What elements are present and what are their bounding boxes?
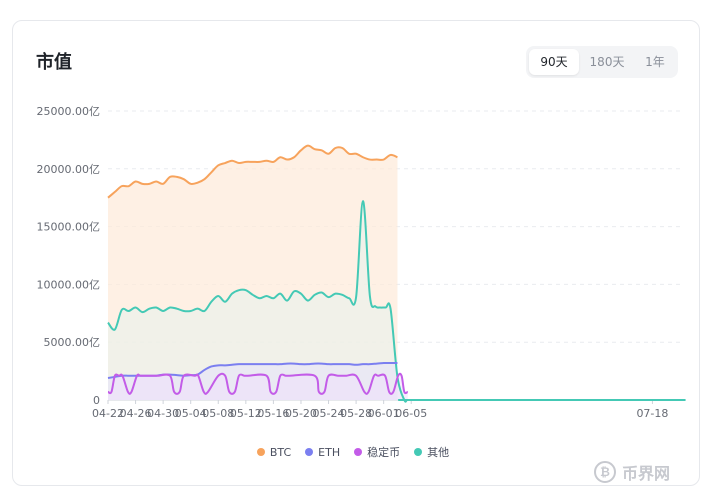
x-tick-label: 06-05 <box>395 407 427 420</box>
x-tick-label: 04-30 <box>147 407 179 420</box>
x-tick-label: 05-12 <box>230 407 262 420</box>
x-tick-label: 07-18 <box>636 407 668 420</box>
series-line-stablecoin <box>107 372 409 395</box>
x-tick-label: 05-24 <box>313 407 345 420</box>
chart-legend: BTC ETH 稳定币 其他 <box>0 444 706 460</box>
y-tick-label: 0 <box>93 394 100 407</box>
range-switcher: 90天 180天 1年 <box>526 46 678 78</box>
y-tick-label: 20000.00亿 <box>37 163 101 176</box>
legend-dot-eth <box>305 448 314 456</box>
range-180d-button[interactable]: 180天 <box>589 55 625 69</box>
x-tick-label: 05-08 <box>202 407 234 420</box>
legend-dot-btc <box>256 448 265 456</box>
legend-dot-stablecoin <box>354 448 363 456</box>
legend-dot-other <box>414 448 423 456</box>
legend-label-btc: BTC <box>269 445 292 459</box>
series-line-btc <box>107 144 398 199</box>
legend-item-btc[interactable]: BTC <box>256 444 292 460</box>
y-tick-label: 15000.00亿 <box>37 221 101 234</box>
legend-label-stablecoin: 稳定币 <box>367 446 401 459</box>
range-90d-button[interactable]: 90天 <box>529 49 579 75</box>
y-tick-label: 10000.00亿 <box>37 278 101 291</box>
x-tick-label: 05-28 <box>340 407 372 420</box>
x-tick-label: 05-16 <box>257 407 289 420</box>
x-tick-label: 05-20 <box>285 407 317 420</box>
legend-label-eth: ETH <box>318 445 341 459</box>
x-tick-label: 06-01 <box>368 407 400 420</box>
legend-label-other: 其他 <box>427 446 450 459</box>
range-1y-button[interactable]: 1年 <box>645 55 665 69</box>
y-tick-label: 25000.00亿 <box>37 105 101 118</box>
area-other <box>108 201 685 402</box>
watermark-logo: ₿ 币界网 <box>594 460 670 484</box>
coin-icon: ₿ <box>594 461 616 483</box>
watermark-text: 币界网 <box>622 464 671 483</box>
legend-item-stablecoin[interactable]: 稳定币 <box>354 444 400 460</box>
x-tick-label: 04-22 <box>92 407 124 420</box>
y-tick-label: 5000.00亿 <box>44 336 101 349</box>
legend-item-eth[interactable]: ETH <box>305 444 340 460</box>
x-tick-label: 05-04 <box>175 407 207 420</box>
series-line-other <box>107 200 686 403</box>
x-tick-label: 04-26 <box>120 407 152 420</box>
legend-item-other[interactable]: 其他 <box>414 444 449 460</box>
card-title: 市值 <box>36 52 72 73</box>
